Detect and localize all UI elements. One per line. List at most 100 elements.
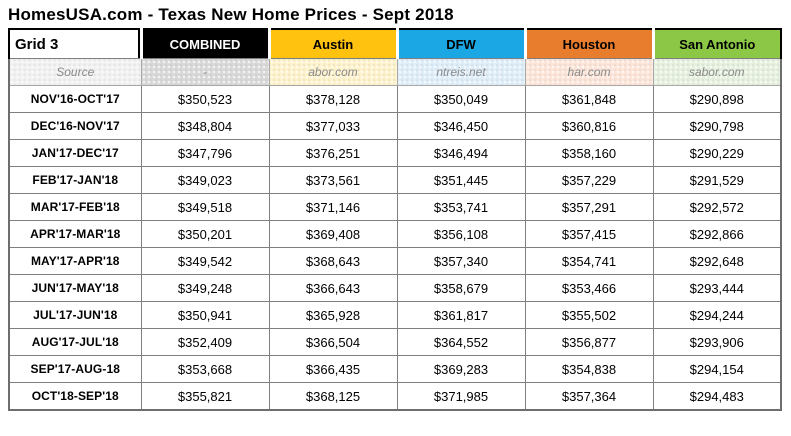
cell-dfw: $356,108 (396, 220, 526, 248)
cell-combined: $349,023 (140, 166, 270, 194)
cell-austin: $369,408 (268, 220, 398, 248)
cell-combined: $350,201 (140, 220, 270, 248)
page-title: HomesUSA.com - Texas New Home Prices - S… (8, 5, 454, 24)
cell-austin: $366,504 (268, 328, 398, 356)
cell-austin: $366,643 (268, 274, 398, 302)
table-row: FEB'17-JAN'18 $349,023 $373,561 $351,445… (8, 166, 782, 194)
cell-austin: $366,435 (268, 355, 398, 383)
cell-austin: $376,251 (268, 139, 398, 167)
cell-houston: $357,364 (524, 382, 654, 411)
cell-san-antonio: $294,483 (652, 382, 782, 411)
cell-combined: $347,796 (140, 139, 270, 167)
cell-dfw: $351,445 (396, 166, 526, 194)
row-label: JUL'17-JUN'18 (8, 301, 142, 329)
column-header-combined: COMBINED (139, 28, 270, 59)
cell-san-antonio: $292,572 (652, 193, 782, 221)
table-row: DEC'16-NOV'17 $348,804 $377,033 $346,450… (8, 112, 782, 140)
column-header-dfw: DFW (395, 28, 526, 59)
cell-san-antonio: $294,154 (652, 355, 782, 383)
column-header-san-antonio: San Antonio (651, 28, 782, 59)
cell-austin: $368,125 (268, 382, 398, 411)
cell-houston: $353,466 (524, 274, 654, 302)
row-label: OCT'18-SEP'18 (8, 382, 142, 411)
cell-san-antonio: $290,229 (652, 139, 782, 167)
cell-combined: $350,941 (140, 301, 270, 329)
cell-dfw: $353,741 (396, 193, 526, 221)
cell-houston: $361,848 (524, 85, 654, 113)
cell-san-antonio: $291,529 (652, 166, 782, 194)
cell-san-antonio: $290,798 (652, 112, 782, 140)
cell-houston: $358,160 (524, 139, 654, 167)
cell-combined: $352,409 (140, 328, 270, 356)
cell-austin: $371,146 (268, 193, 398, 221)
source-san-antonio: sabor.com (652, 58, 782, 86)
cell-houston: $354,838 (524, 355, 654, 383)
row-label: FEB'17-JAN'18 (8, 166, 142, 194)
source-combined: - (140, 58, 270, 86)
cell-houston: $356,877 (524, 328, 654, 356)
row-label: JUN'17-MAY'18 (8, 274, 142, 302)
table-row: NOV'16-OCT'17 $350,523 $378,128 $350,049… (8, 85, 782, 113)
source-dfw: ntreis.net (396, 58, 526, 86)
cell-dfw: $364,552 (396, 328, 526, 356)
row-label: SEP'17-AUG-18 (8, 355, 142, 383)
table-row: MAY'17-APR'18 $349,542 $368,643 $357,340… (8, 247, 782, 275)
cell-combined: $348,804 (140, 112, 270, 140)
cell-austin: $368,643 (268, 247, 398, 275)
cell-san-antonio: $294,244 (652, 301, 782, 329)
cell-houston: $354,741 (524, 247, 654, 275)
row-label: APR'17-MAR'18 (8, 220, 142, 248)
cell-houston: $355,502 (524, 301, 654, 329)
table-row: MAR'17-FEB'18 $349,518 $371,146 $353,741… (8, 193, 782, 221)
cell-austin: $373,561 (268, 166, 398, 194)
cell-houston: $357,229 (524, 166, 654, 194)
column-header-houston: Houston (523, 28, 654, 59)
table-row: JUL'17-JUN'18 $350,941 $365,928 $361,817… (8, 301, 782, 329)
row-label: MAR'17-FEB'18 (8, 193, 142, 221)
table-row: JAN'17-DEC'17 $347,796 $376,251 $346,494… (8, 139, 782, 167)
source-austin: abor.com (268, 58, 398, 86)
header-row: Grid 3 COMBINED Austin DFW Houston San A… (8, 28, 782, 59)
grid-label: Grid 3 (8, 28, 142, 59)
cell-austin: $365,928 (268, 301, 398, 329)
cell-dfw: $369,283 (396, 355, 526, 383)
row-label: JAN'17-DEC'17 (8, 139, 142, 167)
cell-austin: $378,128 (268, 85, 398, 113)
table-row: SEP'17-AUG-18 $353,668 $366,435 $369,283… (8, 355, 782, 383)
cell-combined: $349,248 (140, 274, 270, 302)
source-row: Source - abor.com ntreis.net har.com sab… (8, 58, 782, 86)
cell-dfw: $350,049 (396, 85, 526, 113)
cell-dfw: $361,817 (396, 301, 526, 329)
cell-combined: $355,821 (140, 382, 270, 411)
row-label: NOV'16-OCT'17 (8, 85, 142, 113)
cell-houston: $360,816 (524, 112, 654, 140)
cell-san-antonio: $293,906 (652, 328, 782, 356)
cell-combined: $349,518 (140, 193, 270, 221)
cell-dfw: $371,985 (396, 382, 526, 411)
row-label: AUG'17-JUL'18 (8, 328, 142, 356)
price-table: Grid 3 COMBINED Austin DFW Houston San A… (8, 28, 782, 411)
source-row-label: Source (8, 58, 142, 86)
cell-combined: $353,668 (140, 355, 270, 383)
row-label: MAY'17-APR'18 (8, 247, 142, 275)
cell-combined: $350,523 (140, 85, 270, 113)
cell-san-antonio: $292,866 (652, 220, 782, 248)
cell-dfw: $358,679 (396, 274, 526, 302)
row-label: DEC'16-NOV'17 (8, 112, 142, 140)
cell-dfw: $357,340 (396, 247, 526, 275)
cell-combined: $349,542 (140, 247, 270, 275)
cell-san-antonio: $293,444 (652, 274, 782, 302)
source-houston: har.com (524, 58, 654, 86)
table-row: OCT'18-SEP'18 $355,821 $368,125 $371,985… (8, 382, 782, 411)
cell-san-antonio: $290,898 (652, 85, 782, 113)
cell-dfw: $346,450 (396, 112, 526, 140)
column-header-austin: Austin (267, 28, 398, 59)
table-row: APR'17-MAR'18 $350,201 $369,408 $356,108… (8, 220, 782, 248)
cell-austin: $377,033 (268, 112, 398, 140)
cell-houston: $357,415 (524, 220, 654, 248)
cell-san-antonio: $292,648 (652, 247, 782, 275)
table-row: AUG'17-JUL'18 $352,409 $366,504 $364,552… (8, 328, 782, 356)
cell-houston: $357,291 (524, 193, 654, 221)
cell-dfw: $346,494 (396, 139, 526, 167)
